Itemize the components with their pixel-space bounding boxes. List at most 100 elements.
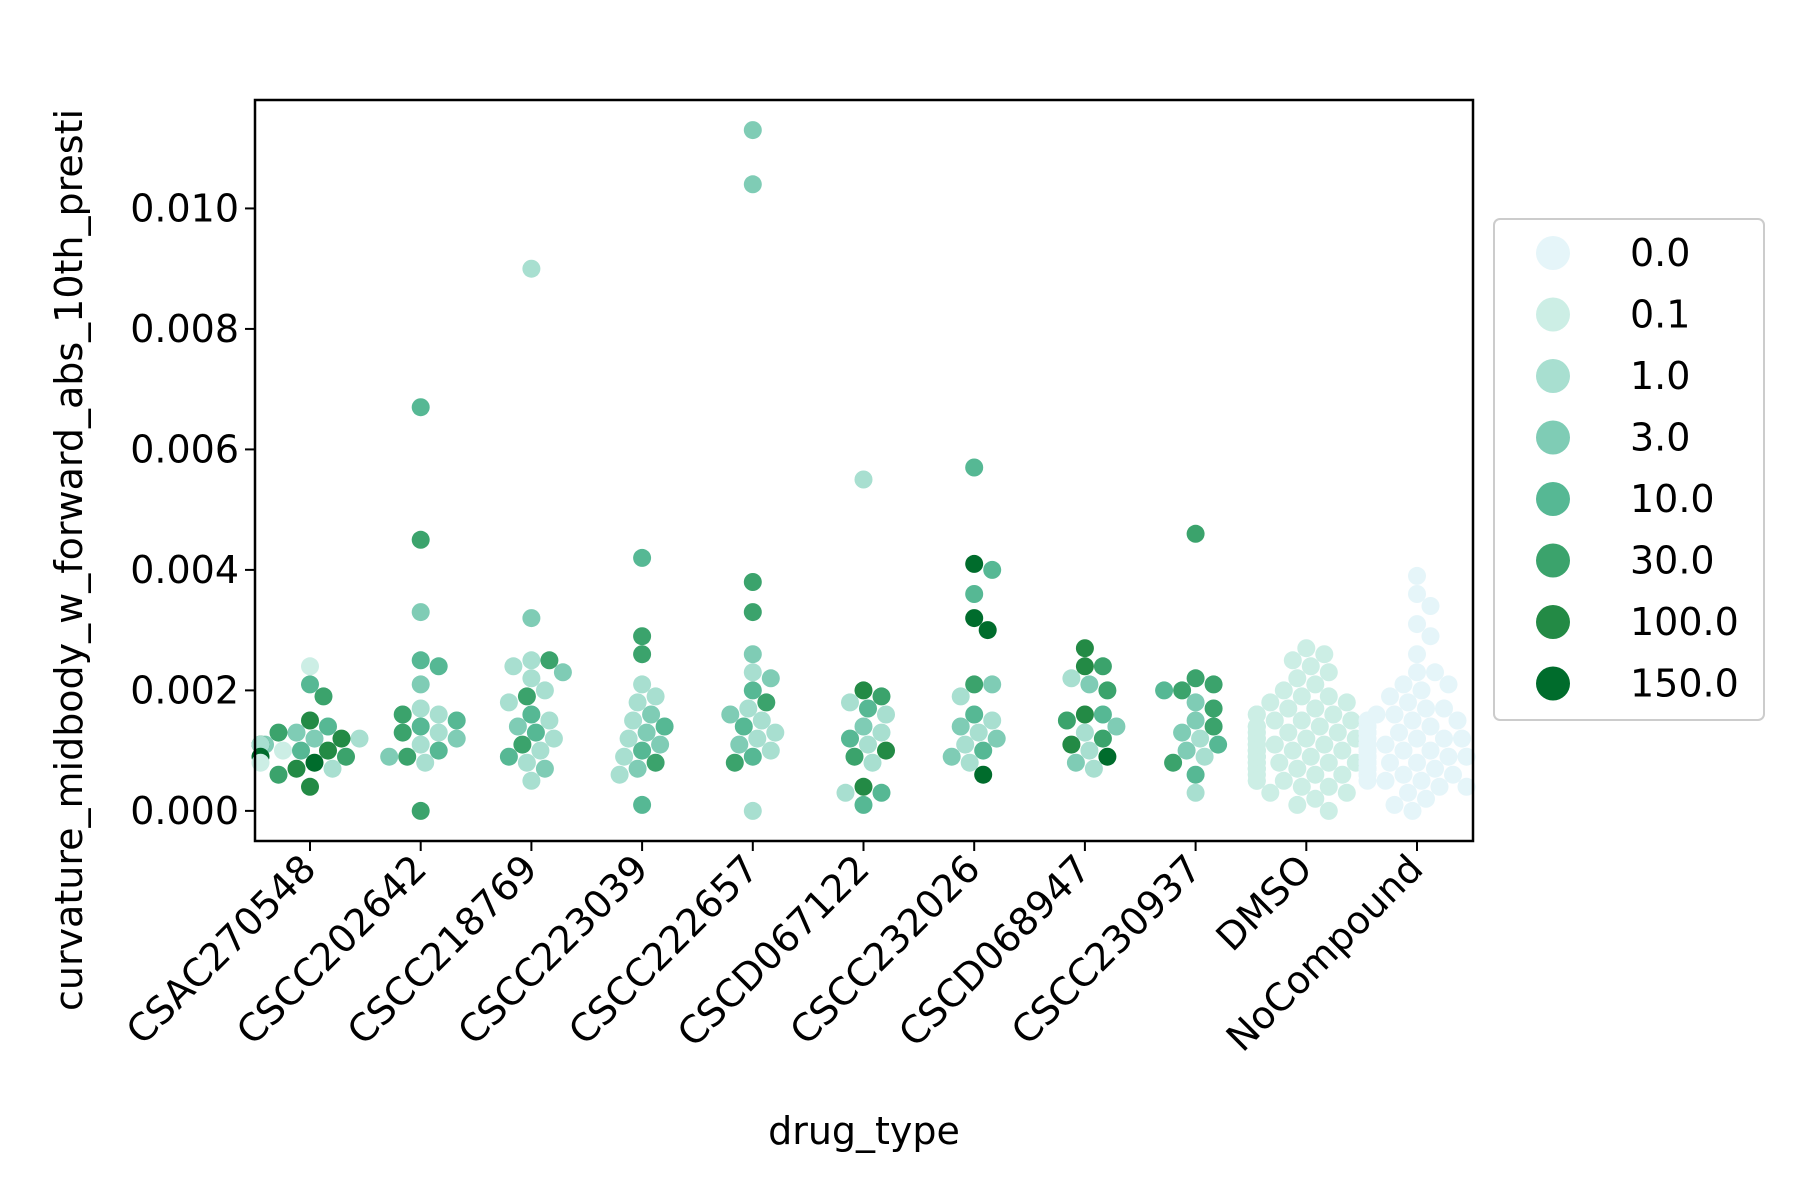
data-point	[1080, 741, 1099, 760]
data-point	[1408, 663, 1426, 682]
data-point	[1385, 705, 1404, 724]
data-point	[1093, 729, 1112, 748]
data-point	[1426, 759, 1444, 778]
data-point	[1319, 777, 1338, 796]
data-point	[1274, 771, 1293, 790]
x-tick-label: CSCD067122	[669, 846, 878, 1055]
data-point	[1288, 669, 1307, 688]
data-point	[1098, 747, 1117, 766]
data-point	[743, 663, 762, 682]
data-point	[535, 681, 554, 700]
data-point	[1283, 741, 1302, 760]
data-point	[965, 609, 984, 628]
data-point	[725, 753, 744, 772]
data-point	[301, 777, 319, 796]
data-point	[411, 675, 430, 694]
data-point	[983, 675, 1002, 694]
data-point	[380, 747, 399, 766]
data-point	[1426, 663, 1444, 682]
data-point	[522, 771, 541, 790]
data-point	[872, 687, 891, 706]
data-point	[1457, 747, 1476, 766]
y-axis: 0.000 0.002 0.004 0.006 0.008 0.010	[130, 186, 255, 833]
data-point	[287, 723, 306, 742]
data-point	[499, 747, 518, 766]
data-point	[1288, 795, 1307, 814]
data-point	[619, 729, 638, 748]
data-point	[877, 741, 895, 760]
data-point	[1448, 711, 1467, 730]
data-point	[974, 741, 993, 760]
data-point	[854, 681, 873, 700]
data-point	[305, 753, 324, 772]
data-point	[305, 729, 324, 748]
data-point	[655, 717, 674, 736]
data-point	[642, 705, 661, 724]
data-point	[633, 675, 652, 694]
data-point	[1319, 663, 1338, 682]
data-point	[1333, 741, 1352, 760]
data-point	[1315, 645, 1334, 664]
data-point	[1204, 717, 1223, 736]
data-point	[301, 657, 319, 676]
data-point	[1399, 783, 1417, 802]
data-point	[314, 687, 333, 706]
data-point	[429, 657, 448, 676]
data-point	[1173, 681, 1192, 700]
data-point	[1297, 729, 1316, 748]
data-point	[877, 705, 895, 724]
data-point	[1439, 675, 1458, 694]
data-point	[323, 759, 342, 778]
data-point	[1457, 777, 1476, 796]
data-point	[1186, 693, 1205, 712]
y-tick-label: 0.010	[130, 186, 239, 230]
data-point	[841, 729, 859, 748]
data-point	[766, 723, 785, 742]
data-point	[1301, 747, 1320, 766]
data-point	[319, 741, 337, 760]
data-point	[983, 560, 1002, 579]
data-point	[730, 735, 749, 754]
data-point	[1412, 771, 1431, 790]
data-point	[1376, 771, 1395, 790]
data-point	[1261, 693, 1280, 712]
data-point	[637, 723, 656, 742]
data-point	[1075, 639, 1094, 658]
data-point	[859, 699, 877, 718]
y-tick-label: 0.004	[130, 548, 239, 592]
data-point	[1324, 705, 1343, 724]
data-point	[517, 753, 536, 772]
legend-frame	[1493, 218, 1765, 721]
data-point	[1408, 645, 1426, 664]
data-point	[411, 530, 430, 549]
data-point	[743, 121, 762, 140]
data-points	[251, 121, 1476, 820]
data-point	[1164, 753, 1183, 772]
data-point	[743, 681, 762, 700]
data-point	[1408, 566, 1426, 585]
data-point	[651, 735, 670, 754]
data-point	[610, 765, 629, 784]
data-point	[721, 705, 740, 724]
data-point	[1394, 765, 1413, 784]
data-point	[965, 458, 984, 477]
data-point	[301, 675, 319, 694]
data-point	[1292, 777, 1311, 796]
data-point	[743, 603, 762, 622]
data-point	[1342, 711, 1361, 730]
data-point	[872, 723, 891, 742]
data-point	[1292, 711, 1311, 730]
data-point	[517, 687, 536, 706]
data-point	[1209, 735, 1228, 754]
data-point	[1435, 699, 1453, 718]
data-point	[540, 711, 559, 730]
data-point	[863, 753, 882, 772]
y-tick-label: 0.002	[130, 668, 239, 712]
data-point	[393, 723, 412, 742]
data-point	[752, 711, 771, 730]
data-point	[411, 603, 430, 622]
data-point	[1270, 753, 1289, 772]
data-point	[1084, 759, 1103, 778]
